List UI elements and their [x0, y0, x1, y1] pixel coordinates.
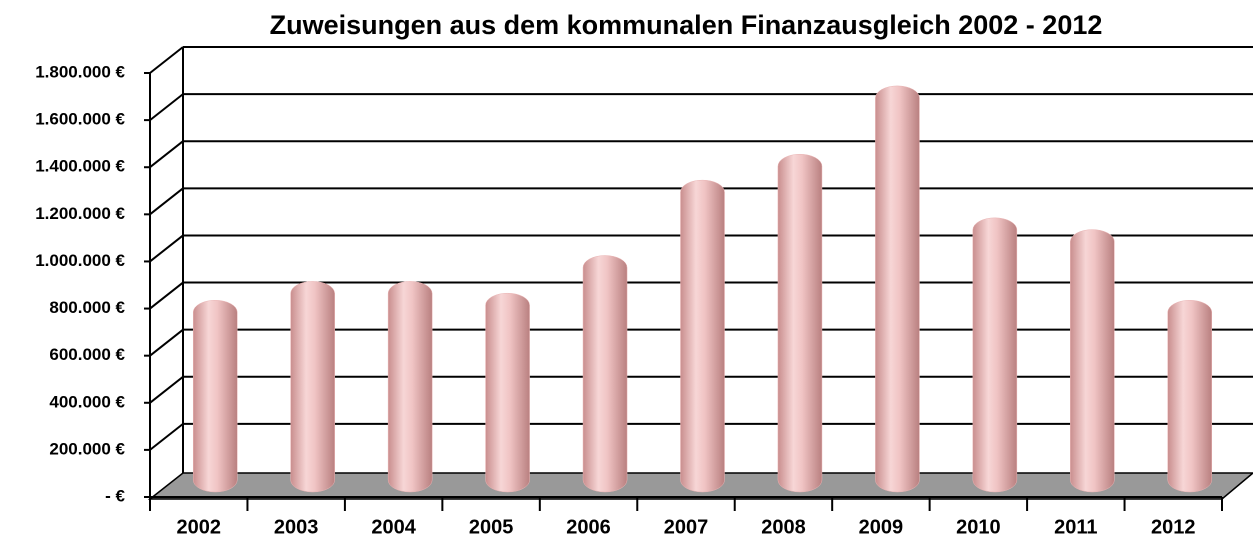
x-tick-label: 2009: [859, 516, 904, 538]
grid-line: [149, 328, 184, 357]
grid-line: [149, 375, 184, 404]
x-tick-label: 2003: [274, 516, 319, 538]
x-tick-label: 2008: [761, 516, 806, 538]
y-tick-label: 1.400.000 €: [35, 157, 125, 176]
bar: [680, 179, 725, 493]
x-tick-label: 2004: [371, 516, 416, 538]
x-tick-label: 2012: [1151, 516, 1196, 538]
y-tick-label: 1.600.000 €: [35, 110, 125, 129]
grid-line: [149, 423, 184, 451]
x-tick-label: 2010: [956, 516, 1001, 538]
y-tick-label: - €: [105, 486, 125, 505]
grid-line: [149, 46, 184, 74]
chart-title: Zuweisungen aus dem kommunalen Finanzaus…: [270, 10, 1103, 40]
bar: [875, 85, 920, 493]
x-tick-label: 2002: [176, 516, 221, 538]
y-tick-label: 1.200.000 €: [35, 204, 125, 223]
y-tick-label: 200.000 €: [49, 439, 125, 458]
bar: [1167, 300, 1213, 493]
x-tick-label: 2005: [469, 516, 514, 538]
bar: [582, 255, 628, 493]
x-tick-label: 2006: [566, 516, 611, 538]
bar: [777, 153, 823, 493]
bar: [290, 281, 335, 493]
bar: [387, 281, 433, 493]
bar: [1070, 229, 1115, 493]
grid-line: [149, 234, 184, 263]
x-tick-label: 2011: [1054, 516, 1097, 538]
y-tick-label: 1.800.000 €: [35, 62, 125, 81]
grid-line: [149, 187, 184, 216]
grid-line: [149, 93, 184, 121]
x-tick-label: 2007: [664, 516, 709, 538]
grid-line: [149, 281, 184, 310]
bar: [192, 300, 238, 493]
y-tick-label: 600.000 €: [49, 345, 125, 364]
grid-line: [149, 140, 184, 169]
y-tick-label: 400.000 €: [49, 392, 125, 411]
y-tick-label: 1.000.000 €: [35, 251, 125, 270]
y-tick-label: 800.000 €: [49, 298, 125, 317]
bar: [972, 217, 1018, 493]
bar: [485, 292, 530, 493]
